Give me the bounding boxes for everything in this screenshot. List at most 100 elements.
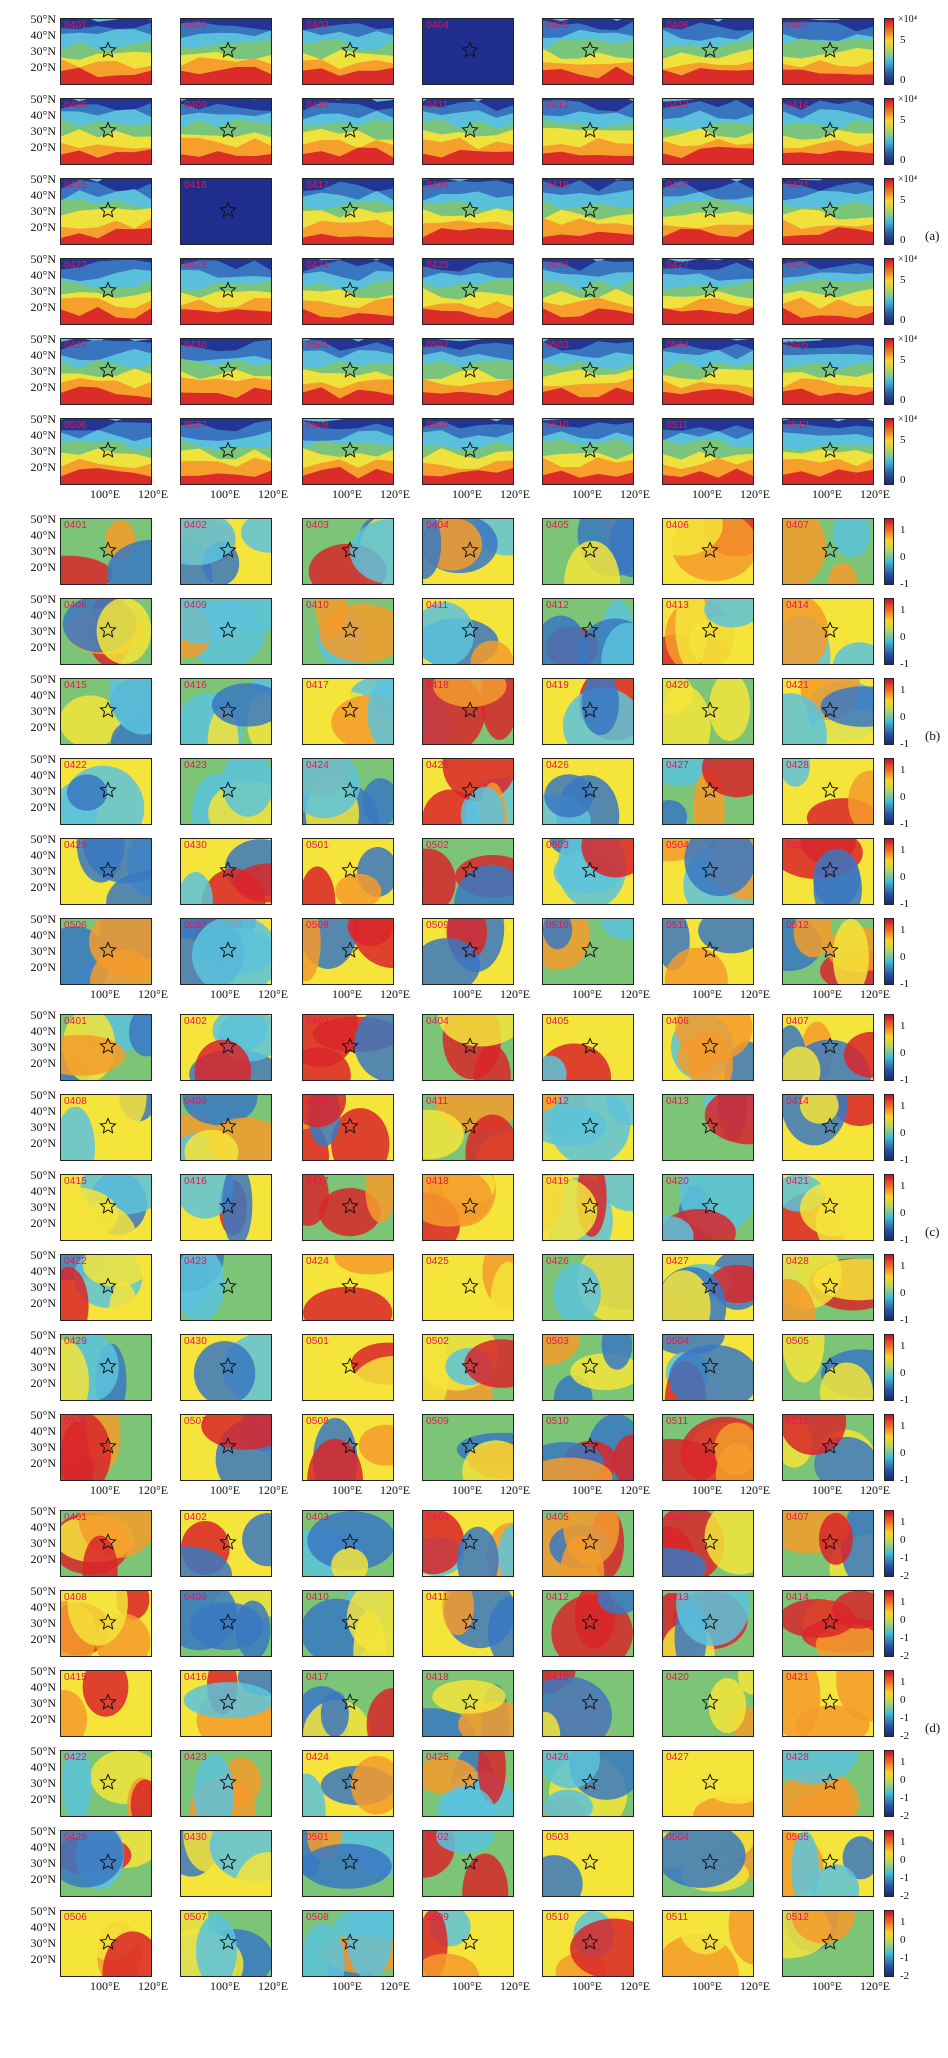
map-panel: 0415 (60, 678, 152, 745)
colorbar-tick-label: 0 (900, 551, 906, 563)
map-panel: 0426 (542, 758, 634, 825)
map-panel: 0416 (180, 678, 272, 745)
y-tick-label: 50°N (30, 92, 56, 106)
map-panel: 0505 (782, 1334, 874, 1401)
field-contour (181, 259, 271, 324)
date-label: 0427 (666, 1256, 690, 1267)
date-label: 0512 (786, 1416, 810, 1427)
station-star-icon (219, 441, 237, 458)
field-contour (61, 259, 151, 324)
map-panel: 0411 (422, 1590, 514, 1657)
field-contour (61, 1671, 151, 1736)
y-tick-label: 40°N (30, 1760, 56, 1774)
station-star-icon (341, 1437, 359, 1454)
map-panel: 0403 (302, 518, 394, 585)
station-star-icon (341, 621, 359, 638)
station-star-icon (461, 941, 479, 958)
y-tick-label: 40°N (30, 688, 56, 702)
date-label: 0426 (546, 260, 570, 271)
station-star-icon (99, 1933, 117, 1950)
colorbar-tick-label: -1 (900, 978, 910, 990)
date-label: 0403 (306, 1016, 330, 1027)
map-panel: 0411 (422, 598, 514, 665)
date-label: 0430 (184, 1336, 208, 1347)
station-star-icon (341, 941, 359, 958)
station-star-icon (701, 361, 719, 378)
station-star-icon (461, 781, 479, 798)
map-panel: 0506 (60, 1414, 152, 1481)
y-tick-label: 20°N (30, 1456, 56, 1470)
colorbar-exponent: ×10⁴ (898, 334, 918, 345)
date-label: 0415 (64, 180, 88, 191)
station-star-icon (461, 1693, 479, 1710)
field-contour (423, 1671, 513, 1736)
date-label: 0405 (546, 1512, 570, 1523)
station-star-icon (821, 121, 839, 138)
x-tick-label: 100°E (210, 487, 241, 501)
date-label: 0423 (184, 1752, 208, 1763)
colorbar-tick-label: 1 (900, 604, 906, 616)
y-tick-label: 50°N (30, 172, 56, 186)
map-panel: 0423 (180, 1750, 272, 1817)
field-contour (303, 259, 393, 324)
field-contour (181, 1671, 271, 1736)
map-panel: 0420 (662, 178, 754, 245)
y-tick-label: 30°N (30, 864, 56, 878)
station-star-icon (99, 1853, 117, 1870)
date-label: 0416 (184, 1176, 208, 1187)
station-star-icon (219, 1693, 237, 1710)
map-panel: 0501 (302, 838, 394, 905)
y-tick-label: 40°N (30, 268, 56, 282)
station-star-icon (581, 1533, 599, 1550)
field-contour (663, 1671, 753, 1736)
y-tick-label: 40°N (30, 1600, 56, 1614)
station-star-icon (821, 701, 839, 718)
station-star-icon (99, 361, 117, 378)
map-panel: 0402 (180, 1014, 272, 1081)
date-label: 0505 (786, 840, 810, 851)
date-label: 0509 (426, 1416, 450, 1427)
map-panel: 0512 (782, 418, 874, 485)
date-label: 0410 (306, 1096, 330, 1107)
station-star-icon (341, 1037, 359, 1054)
station-star-icon (461, 1437, 479, 1454)
map-panel: 0407 (782, 1510, 874, 1577)
station-star-icon (821, 781, 839, 798)
map-panel: 0425 (422, 758, 514, 825)
date-label: 0425 (426, 760, 450, 771)
field-contour (543, 259, 633, 324)
x-tick-label: 100°E (210, 1979, 241, 1993)
field-contour (783, 1911, 873, 1976)
map-panel: 0413 (662, 1590, 754, 1657)
map-panel: 0401 (60, 18, 152, 85)
x-tick-label: 120°E (860, 1483, 891, 1497)
station-star-icon (581, 781, 599, 798)
y-tick-label: 50°N (30, 1664, 56, 1678)
date-label: 0429 (64, 840, 88, 851)
field-contour (423, 1255, 513, 1320)
station-star-icon (99, 861, 117, 878)
field-contour (423, 1911, 513, 1976)
colorbar (884, 838, 894, 905)
map-panel: 0412 (542, 98, 634, 165)
date-label: 0404 (426, 20, 450, 31)
y-tick-label: 30°N (30, 544, 56, 558)
x-tick-label: 100°E (332, 1979, 363, 1993)
date-label: 0415 (64, 680, 88, 691)
station-star-icon (219, 201, 237, 218)
station-star-icon (461, 861, 479, 878)
station-star-icon (701, 1773, 719, 1790)
y-tick-label: 30°N (30, 1776, 56, 1790)
field-contour (783, 1255, 873, 1320)
field-contour (61, 1511, 151, 1576)
y-tick-label: 40°N (30, 28, 56, 42)
y-tick-label: 30°N (30, 124, 56, 138)
field-contour (663, 519, 753, 584)
colorbar-tick-label: 1 (900, 1020, 906, 1032)
y-tick-label: 50°N (30, 1168, 56, 1182)
colorbar-exponent: ×10⁴ (898, 254, 918, 265)
map-panel: 0407 (782, 1014, 874, 1081)
map-panel: 0511 (662, 418, 754, 485)
field-contour (61, 1591, 151, 1656)
field-contour (783, 839, 873, 904)
